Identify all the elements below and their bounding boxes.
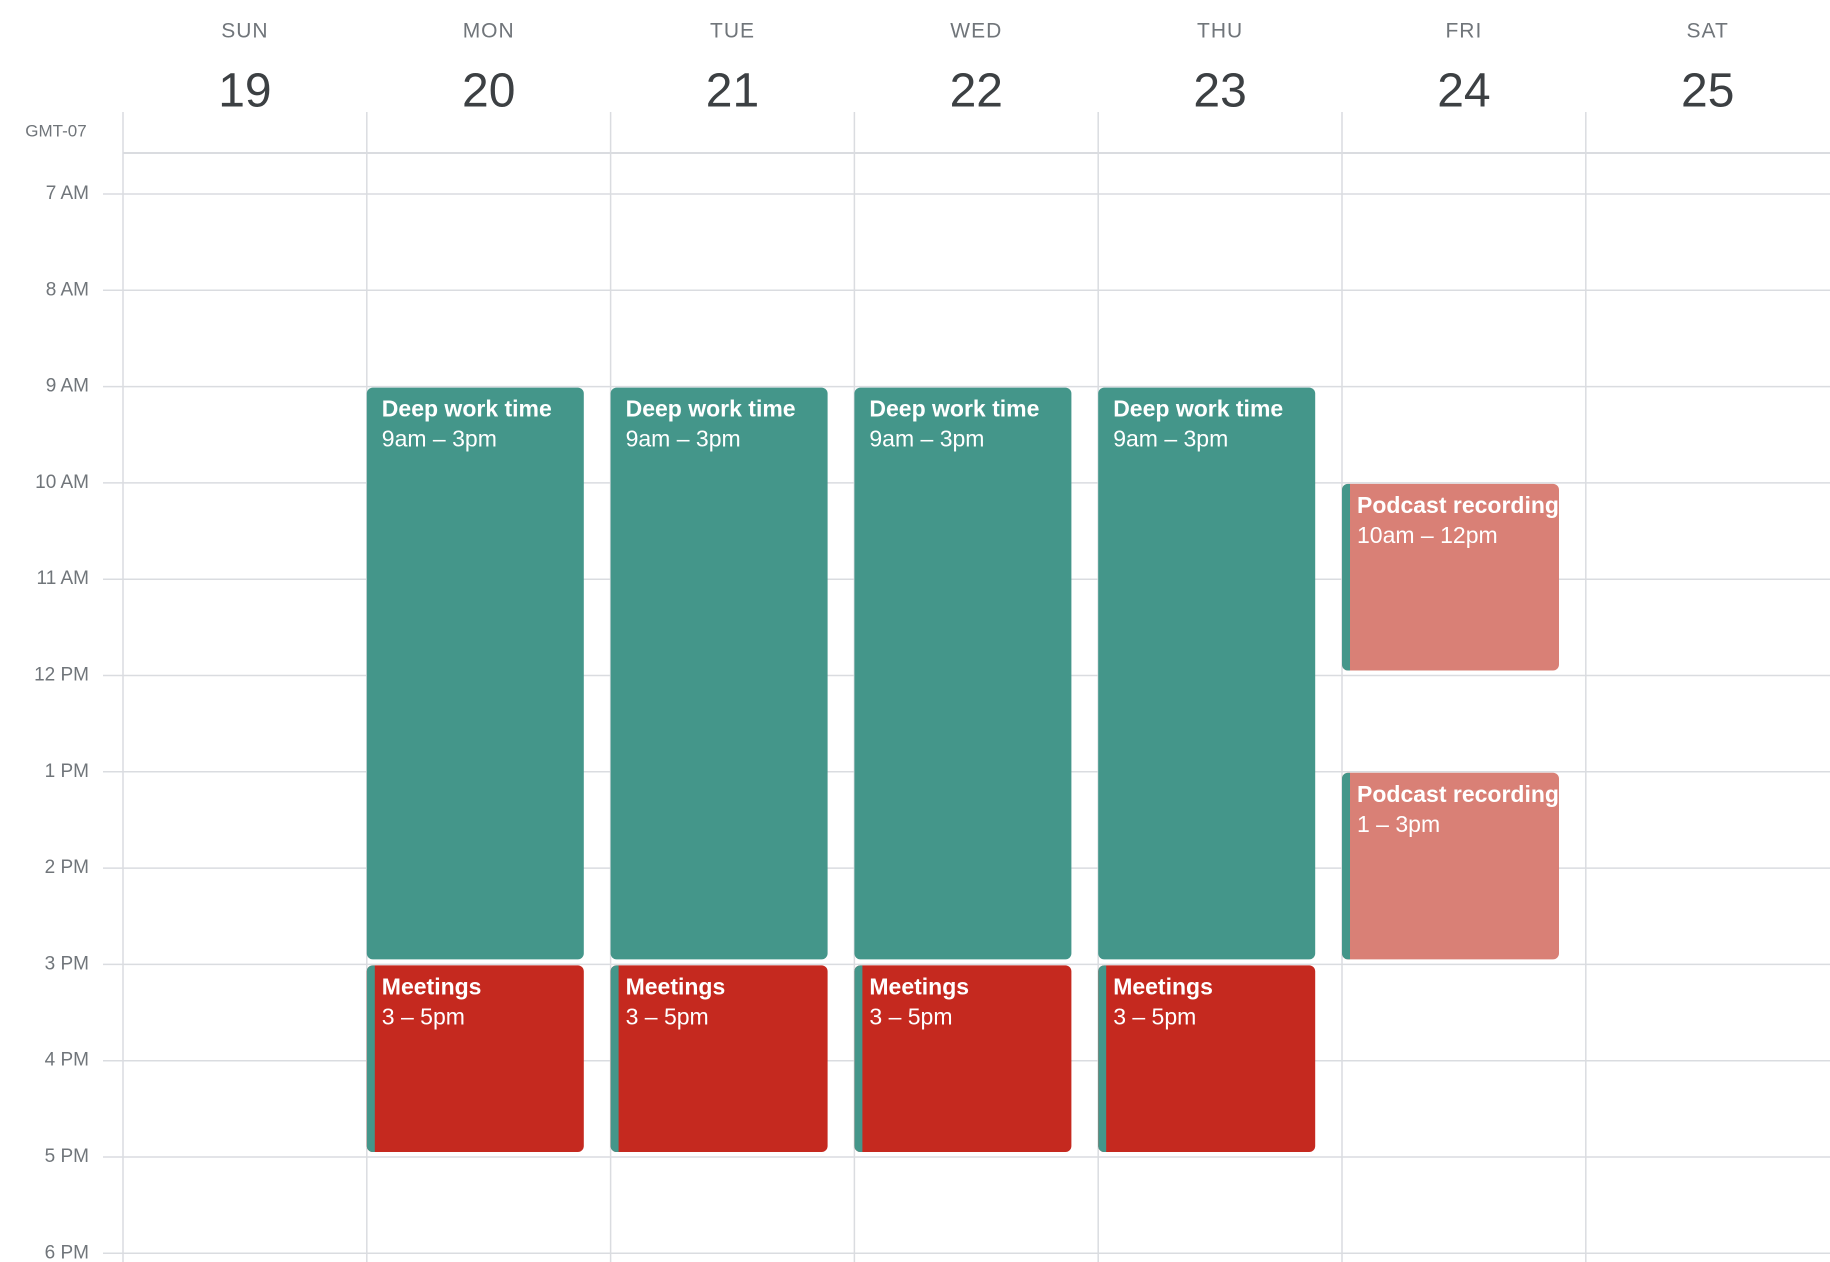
event-block [610,965,828,1152]
day-of-week: SAT [1687,20,1729,43]
day-date: 23 [1193,65,1246,118]
day-date: 22 [950,65,1003,118]
event[interactable]: Deep work time 9am – 3pm [1098,387,1316,960]
event-title: Meetings [382,973,482,999]
event-block [1098,387,1316,960]
event[interactable]: Meetings 3 – 5pm [610,965,828,1152]
event-time: 3 – 5pm [869,1003,952,1029]
event[interactable]: Deep work time 9am – 3pm [366,387,584,960]
timezone-label: GMT-07 [25,121,86,140]
event-accent [610,965,619,1152]
event-block [854,387,1072,960]
hour-label: 8 AM [46,279,89,300]
event-time: 9am – 3pm [1113,426,1228,452]
event-accent [366,965,375,1152]
event-time: 10am – 12pm [1357,522,1498,548]
event-time: 1 – 3pm [1357,811,1440,837]
hour-label: 11 AM [37,568,89,589]
event-time: 9am – 3pm [382,426,497,452]
event-title: Meetings [1113,973,1213,999]
hour-label: 2 PM [45,857,89,878]
hour-label: 6 PM [45,1242,89,1262]
event-accent [854,965,863,1152]
day-of-week: MON [463,20,515,43]
day-date: 24 [1437,65,1490,118]
hour-label: 3 PM [45,953,89,974]
event[interactable]: Podcast recording 10am – 12pm [1342,483,1559,671]
hour-label: 5 PM [45,1146,89,1167]
event-block [854,965,1072,1152]
day-of-week: SUN [221,20,268,43]
day-date: 21 [706,65,759,118]
event[interactable]: Deep work time 9am – 3pm [854,387,1072,960]
day-of-week: TUE [710,20,755,43]
event-block [1342,483,1559,671]
hour-label: 10 AM [35,472,89,493]
hour-label: 1 PM [45,761,89,782]
event-accent [1342,483,1350,671]
event-block [610,387,828,960]
day-of-week: THU [1197,20,1243,43]
event-block [1098,965,1316,1152]
event[interactable]: Meetings 3 – 5pm [1098,965,1316,1152]
event[interactable]: Podcast recording 1 – 3pm [1342,772,1559,960]
event-title: Deep work time [1113,396,1283,422]
day-date: 25 [1681,65,1734,118]
event-time: 9am – 3pm [626,426,741,452]
event-time: 9am – 3pm [869,426,984,452]
event[interactable]: Meetings 3 – 5pm [366,965,584,1152]
day-date: 19 [218,65,271,118]
hour-label: 9 AM [46,376,89,397]
hour-label: 4 PM [45,1050,89,1071]
event[interactable]: Meetings 3 – 5pm [854,965,1072,1152]
event-title: Deep work time [626,396,796,422]
event-block [366,965,584,1152]
event-time: 3 – 5pm [1113,1003,1196,1029]
event-block [1342,772,1559,960]
hour-label: 7 AM [46,183,89,204]
event-accent [1342,772,1350,960]
event-time: 3 – 5pm [382,1003,465,1029]
event-title: Podcast recording [1357,781,1559,807]
day-date: 20 [462,65,515,118]
event-title: Meetings [869,973,969,999]
hour-label: 12 PM [34,665,89,686]
event-accent [1098,965,1107,1152]
event[interactable]: Deep work time 9am – 3pm [610,387,828,960]
day-of-week: WED [950,20,1002,43]
event-title: Deep work time [869,396,1039,422]
event-title: Podcast recording [1357,492,1559,518]
event-title: Meetings [626,973,726,999]
day-of-week: FRI [1445,20,1482,43]
event-block [366,387,584,960]
event-time: 3 – 5pm [626,1003,709,1029]
event-title: Deep work time [382,396,552,422]
